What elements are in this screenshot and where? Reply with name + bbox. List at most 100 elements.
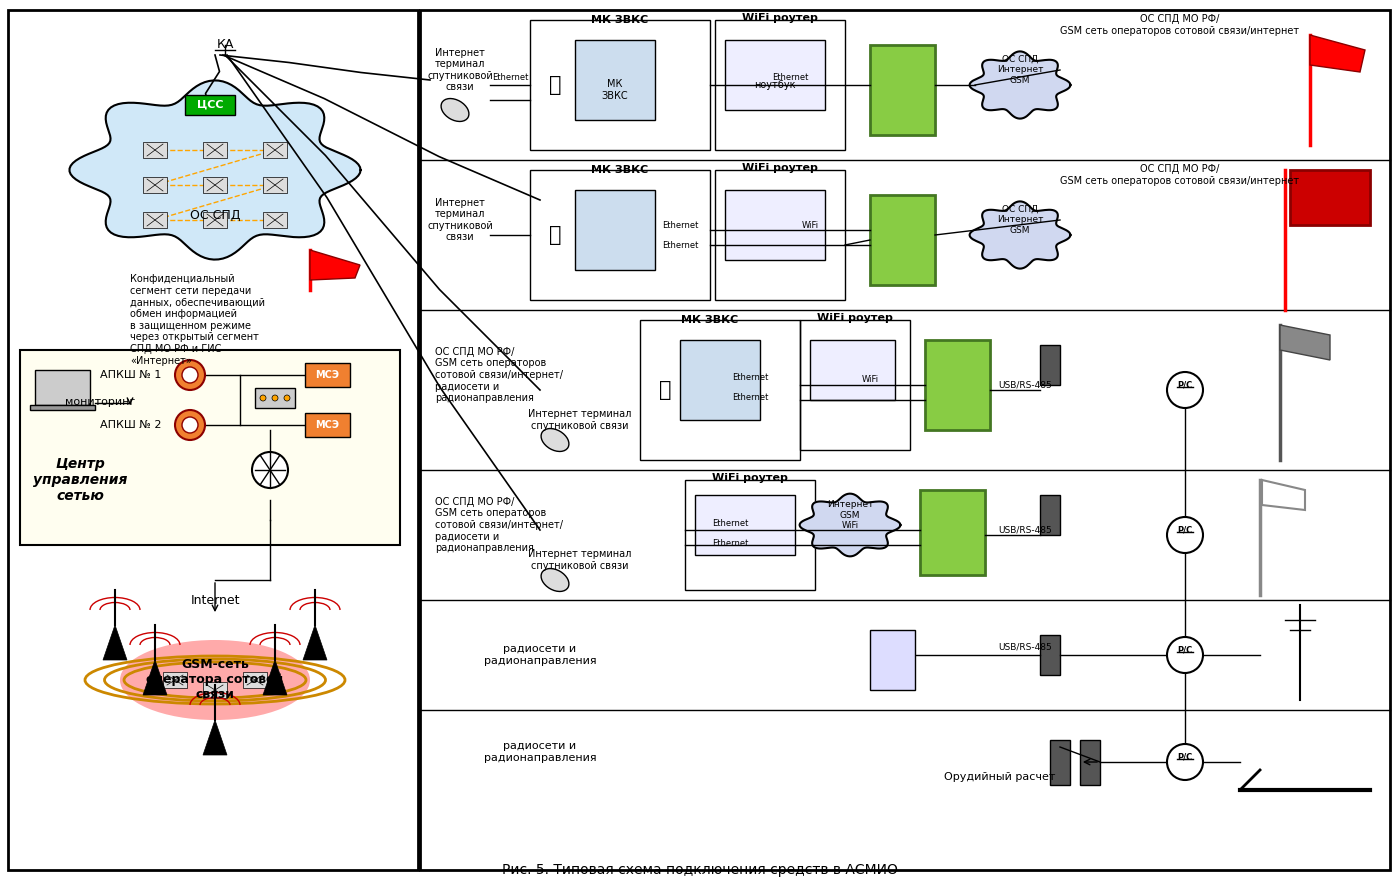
Text: WiFi роутер: WiFi роутер <box>713 473 788 483</box>
Text: Конфиденциальный
сегмент сети передачи
данных, обеспечивающий
обмен информацией
: Конфиденциальный сегмент сети передачи д… <box>130 274 265 366</box>
Text: Интернет
GSM: Интернет GSM <box>827 500 874 519</box>
Polygon shape <box>203 720 227 755</box>
Polygon shape <box>104 625 127 660</box>
Text: ОС СПД
Интернет
GSM: ОС СПД Интернет GSM <box>997 206 1043 235</box>
Text: ОС СПД МО РФ/
GSM сеть операторов
сотовой связи/интернет/
радиосети и
радионапра: ОС СПД МО РФ/ GSM сеть операторов сотово… <box>435 497 563 553</box>
Text: P/C: P/C <box>1177 752 1193 761</box>
Circle shape <box>252 452 288 488</box>
Polygon shape <box>970 201 1071 269</box>
Text: ЦСС: ЦСС <box>197 100 223 110</box>
Text: WiFi: WiFi <box>801 220 819 229</box>
FancyBboxPatch shape <box>575 190 655 270</box>
Polygon shape <box>1261 480 1305 510</box>
Bar <box>203 682 227 698</box>
Bar <box>185 95 235 115</box>
Polygon shape <box>70 80 361 259</box>
FancyBboxPatch shape <box>725 40 825 110</box>
Text: МК ЗВКС: МК ЗВКС <box>591 15 648 25</box>
Text: МК
ЗВКС: МК ЗВКС <box>602 79 629 101</box>
Bar <box>162 672 188 688</box>
Bar <box>263 212 287 228</box>
Polygon shape <box>799 494 900 557</box>
Bar <box>203 177 227 193</box>
FancyBboxPatch shape <box>680 340 760 420</box>
Text: WiFi: WiFi <box>861 376 879 385</box>
Circle shape <box>284 395 290 401</box>
Text: Ethernet: Ethernet <box>732 393 769 402</box>
Text: Интернет
терминал
спутниковой
связи: Интернет терминал спутниковой связи <box>427 198 493 243</box>
Bar <box>143 212 167 228</box>
Circle shape <box>1168 517 1203 553</box>
Ellipse shape <box>441 99 469 122</box>
Text: Интернет терминал
спутниковой связи: Интернет терминал спутниковой связи <box>528 409 631 430</box>
FancyBboxPatch shape <box>305 413 350 437</box>
FancyBboxPatch shape <box>8 10 419 870</box>
Text: 🪖: 🪖 <box>659 380 671 400</box>
Circle shape <box>1168 372 1203 408</box>
Polygon shape <box>263 660 287 695</box>
FancyBboxPatch shape <box>575 40 655 120</box>
FancyBboxPatch shape <box>1040 495 1060 535</box>
FancyBboxPatch shape <box>1289 170 1371 225</box>
Polygon shape <box>143 660 167 695</box>
Circle shape <box>175 410 204 440</box>
FancyBboxPatch shape <box>811 340 895 400</box>
Text: Орудийный расчет: Орудийный расчет <box>945 772 1056 782</box>
Text: P/C: P/C <box>1177 380 1193 390</box>
Text: Ethernet: Ethernet <box>491 72 528 81</box>
Text: ОС СПД МО РФ/
GSM сеть операторов сотовой связи/интернет: ОС СПД МО РФ/ GSM сеть операторов сотово… <box>1060 164 1299 186</box>
Text: ОС СПД МО РФ/
GSM сеть операторов
сотовой связи/интернет/
радиосети и
радионапра: ОС СПД МО РФ/ GSM сеть операторов сотово… <box>435 347 563 403</box>
Text: КА: КА <box>217 39 234 51</box>
FancyBboxPatch shape <box>420 10 1390 870</box>
FancyBboxPatch shape <box>305 363 350 387</box>
FancyBboxPatch shape <box>869 45 935 135</box>
Text: мониторинг: мониторинг <box>64 397 136 407</box>
Bar <box>35 370 90 405</box>
Polygon shape <box>1310 35 1365 72</box>
Circle shape <box>1168 744 1203 780</box>
Bar <box>143 142 167 158</box>
Polygon shape <box>302 625 328 660</box>
Text: радиосети и
радионаправления: радиосети и радионаправления <box>483 644 596 666</box>
Text: Ethernet: Ethernet <box>732 373 769 383</box>
Circle shape <box>260 395 266 401</box>
FancyBboxPatch shape <box>20 350 400 545</box>
Text: Ethernet: Ethernet <box>771 72 808 81</box>
Circle shape <box>1168 637 1203 673</box>
Text: Интернет
терминал
спутниковой
связи: Интернет терминал спутниковой связи <box>427 48 493 93</box>
Text: ОС СПД: ОС СПД <box>190 208 241 221</box>
Circle shape <box>182 367 197 383</box>
Text: WiFi роутер: WiFi роутер <box>742 163 818 173</box>
Text: ОС СПД
Интернет
GSM: ОС СПД Интернет GSM <box>997 55 1043 85</box>
Text: МСЭ: МСЭ <box>315 370 339 380</box>
FancyBboxPatch shape <box>1050 740 1070 785</box>
FancyBboxPatch shape <box>1079 740 1100 785</box>
Text: USB/RS-485: USB/RS-485 <box>998 380 1051 390</box>
Ellipse shape <box>540 569 568 592</box>
Text: P/C: P/C <box>1177 646 1193 654</box>
Polygon shape <box>970 51 1071 118</box>
Bar <box>143 177 167 193</box>
FancyBboxPatch shape <box>925 340 990 430</box>
Text: Internet: Internet <box>190 594 239 607</box>
Text: WiFi: WiFi <box>841 520 858 529</box>
FancyBboxPatch shape <box>725 190 825 260</box>
Text: WiFi роутер: WiFi роутер <box>742 13 818 23</box>
Text: МК ЗВКС: МК ЗВКС <box>682 315 739 325</box>
Text: P/C: P/C <box>1177 526 1193 534</box>
Text: WiFi роутер: WiFi роутер <box>818 313 893 323</box>
Text: АПКШ № 2: АПКШ № 2 <box>99 420 161 430</box>
Text: Ethernet: Ethernet <box>711 539 748 548</box>
Bar <box>29 405 95 410</box>
FancyBboxPatch shape <box>1040 345 1060 385</box>
Text: Ethernet: Ethernet <box>662 241 699 250</box>
Text: Ethernet: Ethernet <box>662 220 699 229</box>
FancyBboxPatch shape <box>1040 635 1060 675</box>
Ellipse shape <box>540 429 568 452</box>
Text: ОС СПД МО РФ/
GSM сеть операторов сотовой связи/интернет: ОС СПД МО РФ/ GSM сеть операторов сотово… <box>1060 14 1299 36</box>
Text: 🪖: 🪖 <box>549 225 561 245</box>
FancyBboxPatch shape <box>869 630 916 690</box>
Text: USB/RS-485: USB/RS-485 <box>998 526 1051 534</box>
Bar <box>263 177 287 193</box>
Bar <box>255 388 295 408</box>
